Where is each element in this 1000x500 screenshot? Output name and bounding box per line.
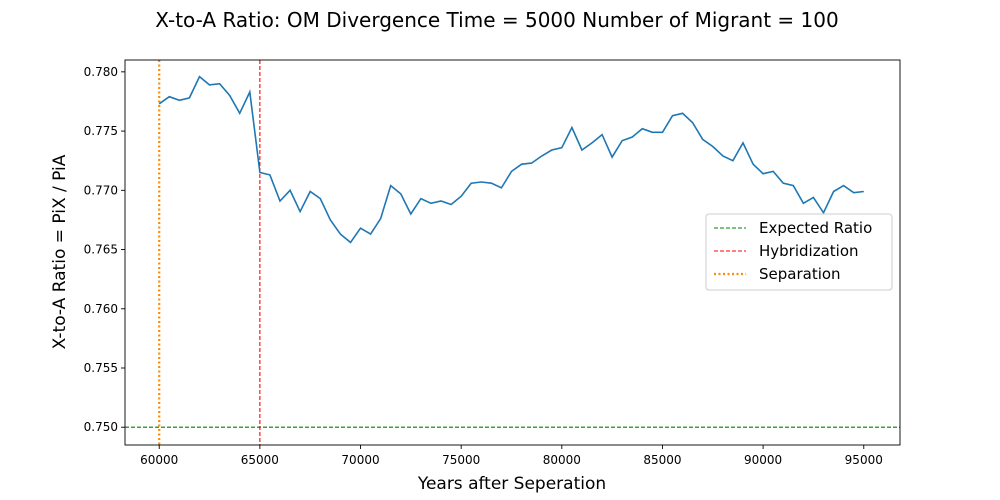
- legend-label-expected-ratio: Expected Ratio: [759, 219, 872, 237]
- y-tick-label: 0.760: [84, 302, 118, 316]
- y-tick-label: 0.755: [84, 361, 118, 375]
- y-tick-label: 0.750: [84, 420, 118, 434]
- x-tick-label: 60000: [140, 453, 178, 467]
- y-tick-label: 0.780: [84, 65, 118, 79]
- x-tick-label: 85000: [643, 453, 681, 467]
- y-tick-label: 0.765: [84, 243, 118, 257]
- legend-label-hybridization: Hybridization: [759, 242, 859, 260]
- legend-box: [705, 213, 893, 291]
- y-axis-label: X-to-A Ratio = PiX / PiA: [50, 154, 70, 349]
- x-tick-label: 65000: [241, 453, 279, 467]
- x-axis-ticks: 60000 65000 70000 75000 80000 85000 90000 95000: [140, 445, 883, 467]
- legend-label-separation: Separation: [759, 265, 841, 283]
- x-tick-label: 80000: [543, 453, 581, 467]
- series-line: [158, 75, 864, 244]
- x-tick-label: 90000: [744, 453, 782, 467]
- x-axis-label: Years after Seperation: [417, 474, 606, 494]
- plot-frame: [124, 59, 901, 446]
- y-tick-label: 0.775: [84, 124, 118, 138]
- reference-lines: [125, 60, 900, 445]
- x-tick-label: 70000: [341, 453, 379, 467]
- x-tick-label: 95000: [845, 453, 883, 467]
- y-axis-ticks: 0.750 0.755 0.760 0.765 0.770 0.775 0.780: [84, 65, 125, 434]
- y-tick-label: 0.770: [84, 183, 118, 197]
- x-tick-label: 75000: [442, 453, 480, 467]
- chart-title: X-to-A Ratio: OM Divergence Time = 5000 …: [155, 8, 838, 32]
- legend: Expected Ratio Hybridization Separation: [705, 213, 893, 291]
